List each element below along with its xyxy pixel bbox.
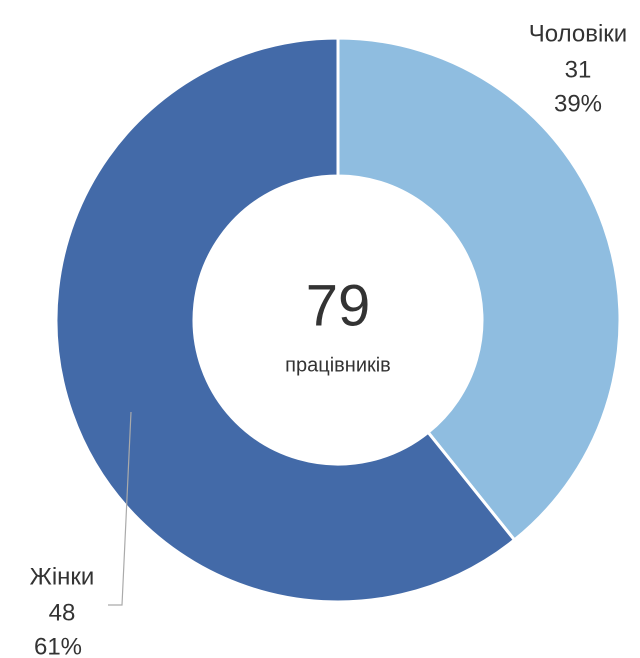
- percent-label: 39%: [554, 90, 602, 117]
- category-label: Чоловіки: [529, 20, 627, 47]
- leader-line: [108, 411, 132, 606]
- percent-label: 61%: [34, 633, 82, 658]
- value-label: 31: [565, 56, 592, 83]
- donut-segment: [54, 36, 517, 604]
- donut-segment: [336, 36, 622, 543]
- category-label: Жінки: [30, 563, 95, 590]
- center-value: 79: [306, 273, 371, 338]
- center-label: працівників: [285, 354, 391, 376]
- value-label: 48: [49, 599, 76, 626]
